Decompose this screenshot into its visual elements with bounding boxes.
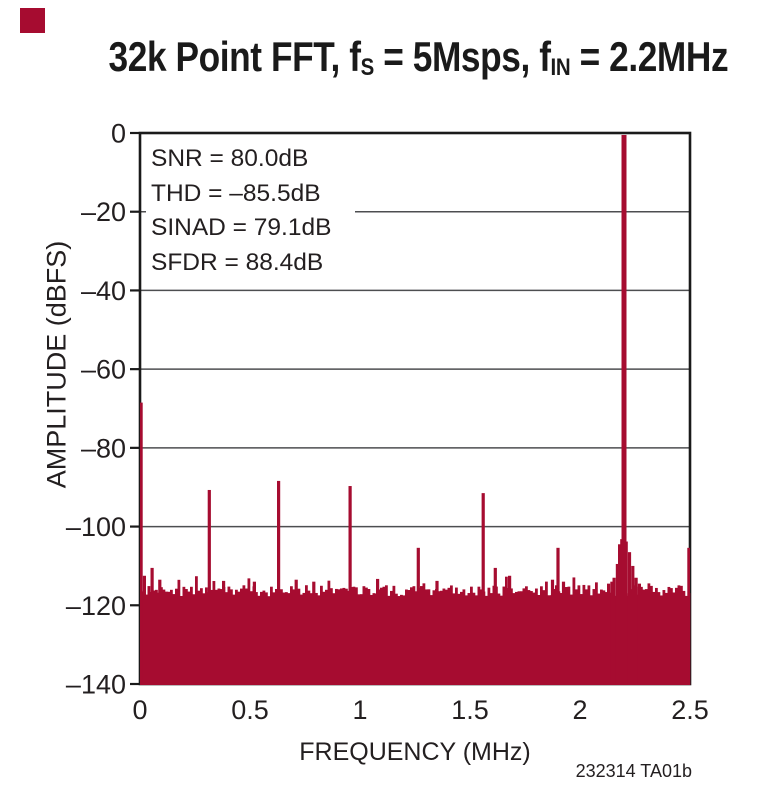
spectrum-bars [140, 134, 691, 686]
x-tick-label: 1.5 [451, 695, 489, 725]
y-tick-label: –60 [81, 355, 126, 385]
chart-title: 32k Point FFT, fS = 5Msps, fIN = 2.2MHz [108, 33, 729, 82]
spur [550, 579, 555, 685]
annotation-sfdr: SFDR = 88.4dB [151, 248, 324, 276]
title-subscript: S [360, 54, 375, 82]
y-tick-labels: 0 –20 –40 –60 –80 –100 –120 –140 [66, 119, 126, 700]
annotation-sinad: SINAD = 79.1dB [151, 214, 332, 241]
spur [556, 547, 560, 685]
spur [150, 567, 154, 685]
y-tick-label: 0 [111, 119, 126, 149]
x-tick-labels: 0 0.5 1 1.5 2 2.5 [132, 695, 708, 725]
spur [481, 493, 485, 685]
spur [140, 402, 143, 685]
figure-id-watermark: 232314 TA01b [575, 761, 692, 781]
spur [348, 486, 352, 685]
y-tick-label: –20 [81, 197, 126, 227]
y-tick-label: –100 [66, 512, 126, 542]
spur [376, 578, 380, 685]
x-tick-label: 2.5 [671, 695, 709, 725]
title-subscript: IN [550, 54, 571, 82]
spur [637, 583, 641, 685]
spur [627, 552, 632, 685]
spur [615, 563, 619, 685]
annotation-snr: SNR = 80.0dB [151, 145, 309, 172]
spur [607, 583, 611, 685]
spur [610, 581, 614, 685]
spur [222, 580, 226, 685]
page-corner-mark [20, 8, 45, 33]
spur [277, 480, 281, 685]
spur [612, 577, 616, 685]
annotation-thd: THD = –85.5dB [151, 179, 321, 207]
spur [252, 581, 256, 685]
x-tick-label: 1 [352, 695, 367, 725]
title-text: 32k Point FFT, f [108, 33, 361, 80]
title-text: = 5Msps, f [373, 33, 551, 80]
spur [294, 579, 298, 685]
spur [631, 565, 635, 685]
spur [618, 544, 622, 685]
title-text: = 2.2MHz [570, 33, 729, 80]
fundamental-tone [621, 134, 627, 686]
spur [493, 567, 497, 685]
spur [624, 541, 628, 685]
x-tick-label: 2 [572, 695, 587, 725]
spur [312, 581, 316, 685]
spur [207, 489, 211, 685]
spur [435, 580, 439, 685]
spur [687, 547, 690, 685]
x-tick-label: 0 [132, 695, 147, 725]
spur [508, 575, 512, 685]
spur [561, 581, 566, 685]
y-tick-label: –140 [66, 670, 126, 700]
spur [416, 547, 420, 685]
y-tick-label: –120 [66, 591, 126, 621]
y-tick-label: –80 [81, 433, 126, 463]
spur [142, 575, 146, 685]
spur [158, 579, 162, 685]
y-tick-label: –40 [81, 276, 126, 306]
x-tick-label: 0.5 [231, 695, 269, 725]
y-tick-marks [130, 131, 139, 686]
spur [634, 577, 638, 685]
measurement-annotations: SNR = 80.0dB THD = –85.5dB SINAD = 79.1d… [146, 140, 356, 282]
x-axis-label: FREQUENCY (MHz) [299, 738, 531, 766]
